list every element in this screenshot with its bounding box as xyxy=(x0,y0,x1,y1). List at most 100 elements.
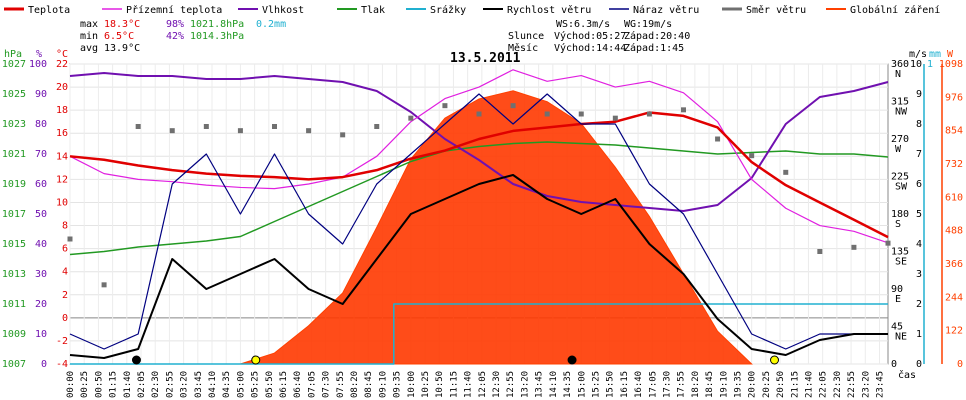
wind-direction-dot xyxy=(169,128,175,134)
series-globalni-zareni xyxy=(240,90,753,365)
stat-wg: WG:19m/s xyxy=(624,19,672,30)
hpa-tick-label: 1027 xyxy=(2,59,26,70)
direction-compass-label: N xyxy=(895,69,901,80)
wind-direction-dot xyxy=(612,115,618,121)
temp-unit: °C xyxy=(56,49,68,60)
temp-tick-label: -2 xyxy=(56,336,68,347)
x-tick-label: 10:00 xyxy=(407,371,417,398)
stat-avg-temp: 13.9°C xyxy=(104,43,140,54)
legend-item-vlhkost: Vlhkost xyxy=(238,5,304,16)
direction-compass-label: W xyxy=(895,144,902,155)
marker-moon-set xyxy=(131,355,141,365)
axis-ticks: 00:00 00:25 00:50 01:15 01:40 02:05 02:30 02:55… xyxy=(2,59,963,398)
pct-tick-label: 90 xyxy=(35,89,47,100)
pct-unit: % xyxy=(36,49,42,60)
temp-tick-label: 6 xyxy=(62,244,68,255)
x-tick-label: 01:15 xyxy=(109,371,119,398)
stat-max-temp: 18.3°C xyxy=(104,19,140,30)
pct-tick-label: 80 xyxy=(35,119,47,130)
stat-ws: WS:6.3m/s xyxy=(556,19,610,30)
x-tick-label: 08:20 xyxy=(350,371,360,398)
x-tick-label: 22:05 xyxy=(819,371,829,398)
wind-direction-dot xyxy=(578,111,584,117)
hpa-tick-label: 1009 xyxy=(2,329,26,340)
rad-tick-label: 0 xyxy=(957,359,963,370)
series-vlhkost xyxy=(69,72,889,212)
legend-item-teplota: Teplota xyxy=(4,5,70,16)
wind-direction-dot xyxy=(306,128,312,134)
direction-compass-label: E xyxy=(895,294,901,305)
x-tick-label: 12:55 xyxy=(506,371,516,398)
marker-moon-rise xyxy=(567,355,577,365)
stat-max-label: max xyxy=(80,19,98,30)
x-tick-label: 10:25 xyxy=(421,371,431,398)
wind-tick-label: 8 xyxy=(916,119,922,130)
direction-tick-label: 0 xyxy=(891,359,897,370)
temp-tick-label: 20 xyxy=(56,82,68,93)
x-tick-label: 20:25 xyxy=(762,371,772,398)
legend-label: Srážky xyxy=(430,4,466,16)
wind-direction-dot xyxy=(374,124,380,129)
x-tick-label: 07:30 xyxy=(322,371,332,398)
x-tick-label: 00:25 xyxy=(80,371,90,398)
wind-direction-dot xyxy=(340,132,346,138)
x-tick-label: 14:35 xyxy=(563,371,573,398)
stat-min-press: 1014.3hPa xyxy=(190,31,244,42)
direction-tick-label: 315 xyxy=(891,97,909,108)
x-tick-label: 07:55 xyxy=(336,371,346,398)
wind-tick-label: 7 xyxy=(916,149,922,160)
x-tick-label: 22:55 xyxy=(847,371,857,398)
legend-label: Směr větru xyxy=(746,4,806,16)
x-tick-label: 18:20 xyxy=(691,371,701,398)
stat-max-hum: 98% xyxy=(166,19,184,30)
direction-compass-label: S xyxy=(895,219,901,230)
x-tick-label: 18:45 xyxy=(705,371,715,398)
stat-min-hum: 42% xyxy=(166,31,184,42)
hpa-tick-label: 1015 xyxy=(2,239,26,250)
wind-tick-label: 9 xyxy=(916,89,922,100)
x-tick-label: 20:50 xyxy=(776,371,786,398)
temp-tick-label: 16 xyxy=(56,128,68,139)
wind-tick-label: 1 xyxy=(916,329,922,340)
legend-label: Teplota xyxy=(28,5,70,16)
wind-direction-dot xyxy=(237,128,243,134)
x-tick-label: 15:25 xyxy=(591,371,601,398)
x-tick-label: 12:05 xyxy=(478,371,488,398)
stat-moon-rise: Východ:14:44 xyxy=(554,42,626,54)
x-tick-label: 11:40 xyxy=(464,371,474,398)
temp-tick-label: 10 xyxy=(56,197,68,208)
x-tick-label: 23:20 xyxy=(861,371,871,398)
wind-tick-label: 0 xyxy=(916,359,922,370)
wind-direction-dot xyxy=(476,111,482,117)
hpa-tick-label: 1025 xyxy=(2,89,26,100)
x-tick-label: 01:40 xyxy=(123,371,133,398)
x-tick-label: 17:05 xyxy=(648,371,658,398)
legend-item-rychlost-vetru: Rychlost větru xyxy=(483,4,591,16)
pct-tick-label: 50 xyxy=(35,209,47,220)
wind-direction-dot xyxy=(749,153,755,159)
hpa-tick-label: 1007 xyxy=(2,359,26,370)
direction-tick-label: 360 xyxy=(891,59,909,70)
pct-tick-label: 10 xyxy=(35,329,47,340)
x-tick-label: 06:15 xyxy=(279,371,289,398)
direction-compass-label: SE xyxy=(895,257,907,268)
pct-tick-label: 30 xyxy=(35,269,47,280)
hpa-tick-label: 1011 xyxy=(2,299,26,310)
hpa-tick-label: 1021 xyxy=(2,149,26,160)
legend-item-prizemni-teplota: Přízemní teplota xyxy=(102,4,222,16)
wind-direction-dot xyxy=(817,249,823,254)
x-tick-label: 15:50 xyxy=(606,371,616,398)
direction-compass-label: NW xyxy=(895,107,908,118)
x-tick-label: 05:25 xyxy=(251,371,261,398)
x-tick-label: 04:10 xyxy=(208,371,218,398)
x-tick-label: 20:00 xyxy=(748,371,758,398)
legend-item-naraz-vetru: Náraz větru xyxy=(609,4,699,16)
pct-tick-label: 70 xyxy=(35,149,47,160)
x-tick-label: 02:30 xyxy=(151,371,161,398)
rain-unit: mm xyxy=(929,49,941,60)
rain-tick-label: 1 xyxy=(927,59,933,70)
rad-tick-label: 244 xyxy=(945,292,963,303)
wind-unit: m/s xyxy=(909,49,927,60)
wind-tick-label: 5 xyxy=(916,209,922,220)
